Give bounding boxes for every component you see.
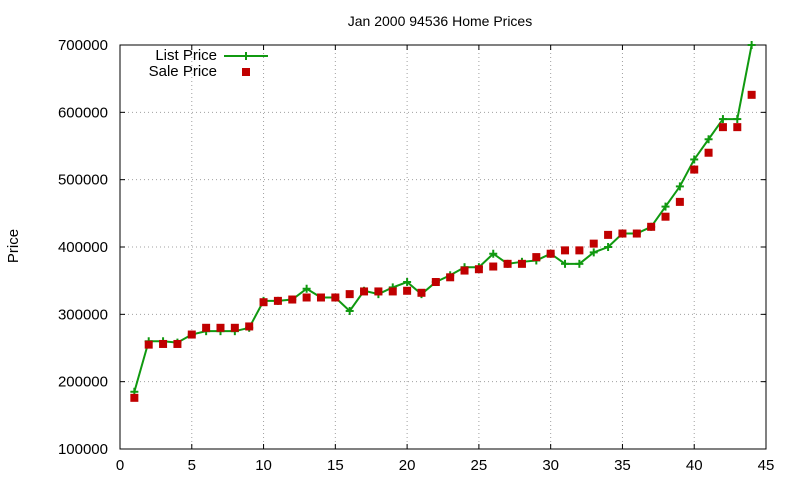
x-tick-label: 25: [471, 457, 488, 474]
sale-price-point: [259, 298, 268, 307]
sale-price-point: [460, 266, 469, 275]
sale-price-point: [245, 322, 254, 331]
sale-price-point: [230, 323, 239, 332]
list-price-point: [403, 278, 412, 287]
sale-price-point: [561, 246, 570, 255]
list-price-point: [345, 306, 354, 315]
chart-title: Jan 2000 94536 Home Prices: [348, 13, 532, 29]
sale-price-point: [316, 293, 325, 302]
y-tick-label: 700000: [58, 37, 108, 54]
sale-price-point: [345, 290, 354, 299]
sale-price-point: [532, 253, 541, 262]
sale-price-point: [704, 148, 713, 157]
grid-lines: [120, 45, 766, 449]
x-tick-label: 0: [116, 457, 124, 474]
sale-price-point: [302, 293, 311, 302]
sale-price-point: [431, 278, 440, 287]
x-tick-label: 20: [399, 457, 416, 474]
sale-price-point: [647, 222, 656, 231]
sale-price-point: [604, 230, 613, 239]
sale-price-point: [288, 295, 297, 304]
y-tick-label: 600000: [58, 104, 108, 121]
x-tick-label: 35: [614, 457, 631, 474]
sale-price-point: [417, 288, 426, 297]
sale-price-point: [718, 123, 727, 132]
y-axis-label: Price: [5, 229, 22, 263]
tick-labels: 0 5 10 15 20 25 30 35 40 45 100000 200000 300000 4000…: [58, 37, 774, 474]
list-price-line: [133, 44, 753, 393]
list-price-point: [561, 259, 570, 268]
sale-price-point: [474, 265, 483, 274]
list-price-point: [489, 249, 498, 258]
sale-price-point: [618, 229, 627, 238]
sale-price-point: [446, 273, 455, 282]
list-price-point: [733, 115, 742, 124]
axes: [119, 44, 767, 450]
x-tick-label: 15: [327, 457, 344, 474]
sale-price-point: [517, 259, 526, 268]
sale-price-point: [144, 340, 153, 349]
legend-label-sale-price: Sale Price: [149, 63, 217, 80]
sale-price-point: [130, 393, 139, 402]
sale-price-point: [273, 296, 282, 305]
list-price-point: [747, 41, 756, 49]
y-tick-label: 300000: [58, 306, 108, 323]
y-tick-label: 500000: [58, 172, 108, 189]
list-price-point: [718, 115, 727, 124]
list-price-point: [575, 259, 584, 268]
sale-price-point: [173, 339, 182, 348]
sale-price-point: [589, 239, 598, 248]
sale-price-point: [216, 323, 225, 332]
list-price-point: [704, 135, 713, 144]
sale-price-point: [489, 262, 498, 271]
sale-price-point: [546, 249, 555, 258]
data-series: [130, 41, 756, 402]
list-price-point: [589, 248, 598, 257]
sale-price-point: [388, 287, 397, 296]
x-tick-label: 5: [188, 457, 196, 474]
y-tick-label: 400000: [58, 239, 108, 256]
sale-price-point: [403, 286, 412, 295]
sale-price-point: [575, 246, 584, 255]
list-price-point: [661, 202, 670, 211]
x-tick-label: 10: [255, 457, 272, 474]
sale-price-point: [733, 123, 742, 132]
sale-price-point: [661, 212, 670, 221]
sale-price-point: [747, 90, 756, 99]
list-price-point: [604, 243, 613, 251]
sale-price-point: [202, 323, 211, 332]
sale-price-point: [159, 339, 168, 348]
sale-price-point: [374, 287, 383, 296]
sale-price-point: [632, 229, 641, 238]
list-price-point: [302, 284, 311, 293]
y-tick-label: 200000: [58, 374, 108, 391]
x-tick-label: 45: [758, 457, 775, 474]
sale-price-point: [503, 259, 512, 268]
sale-price-point: [331, 293, 340, 302]
sale-price-point: [360, 287, 369, 296]
sale-price-point: [675, 197, 684, 206]
x-tick-label: 40: [686, 457, 703, 474]
y-tick-label: 100000: [58, 441, 108, 458]
sale-price-point: [187, 330, 196, 339]
legend-label-list-price: List Price: [155, 47, 217, 64]
list-price-point: [690, 155, 699, 164]
x-tick-label: 30: [542, 457, 559, 474]
sale-price-point: [690, 165, 699, 174]
legend-swatch-sale-price: [242, 68, 250, 76]
list-price-point: [675, 182, 684, 191]
